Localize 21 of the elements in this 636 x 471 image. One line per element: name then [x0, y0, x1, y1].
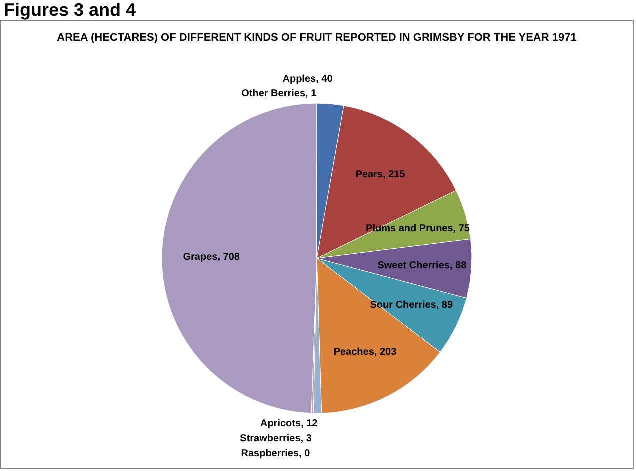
slice-label: Peaches — [334, 347, 375, 358]
data-label: , 88 — [450, 260, 468, 272]
slice-label: Apples — [282, 74, 317, 86]
slice-label: Sweet Cherries — [378, 260, 450, 272]
data-label: , 40 — [316, 74, 334, 86]
data-label: , 215 — [382, 169, 406, 180]
slice-label: Pears — [356, 169, 384, 180]
chart-title: AREA (HECTARES) OF DIFFERENT KINDS OF FRUIT REPORTED IN GRIMSBY FOR THE YEAR 1971 — [57, 32, 577, 44]
data-label: , 12 — [301, 418, 318, 430]
slice-label: Other Berries — [242, 88, 306, 100]
text: , 0 — [299, 448, 310, 460]
data-label: , 708 — [218, 252, 240, 263]
data-label: , 203 — [374, 347, 398, 358]
category-label: Raspberries — [241, 448, 300, 460]
data-label: , 3 — [300, 433, 312, 444]
data-label: , 1 — [306, 88, 318, 100]
slice-label: Apricots — [260, 418, 302, 430]
slice-label: Strawberries — [240, 433, 302, 444]
text: Figures 3 and 4 — [3, 0, 138, 20]
slice-label: Grapes — [183, 252, 218, 263]
data-label: , 89 — [436, 300, 454, 311]
